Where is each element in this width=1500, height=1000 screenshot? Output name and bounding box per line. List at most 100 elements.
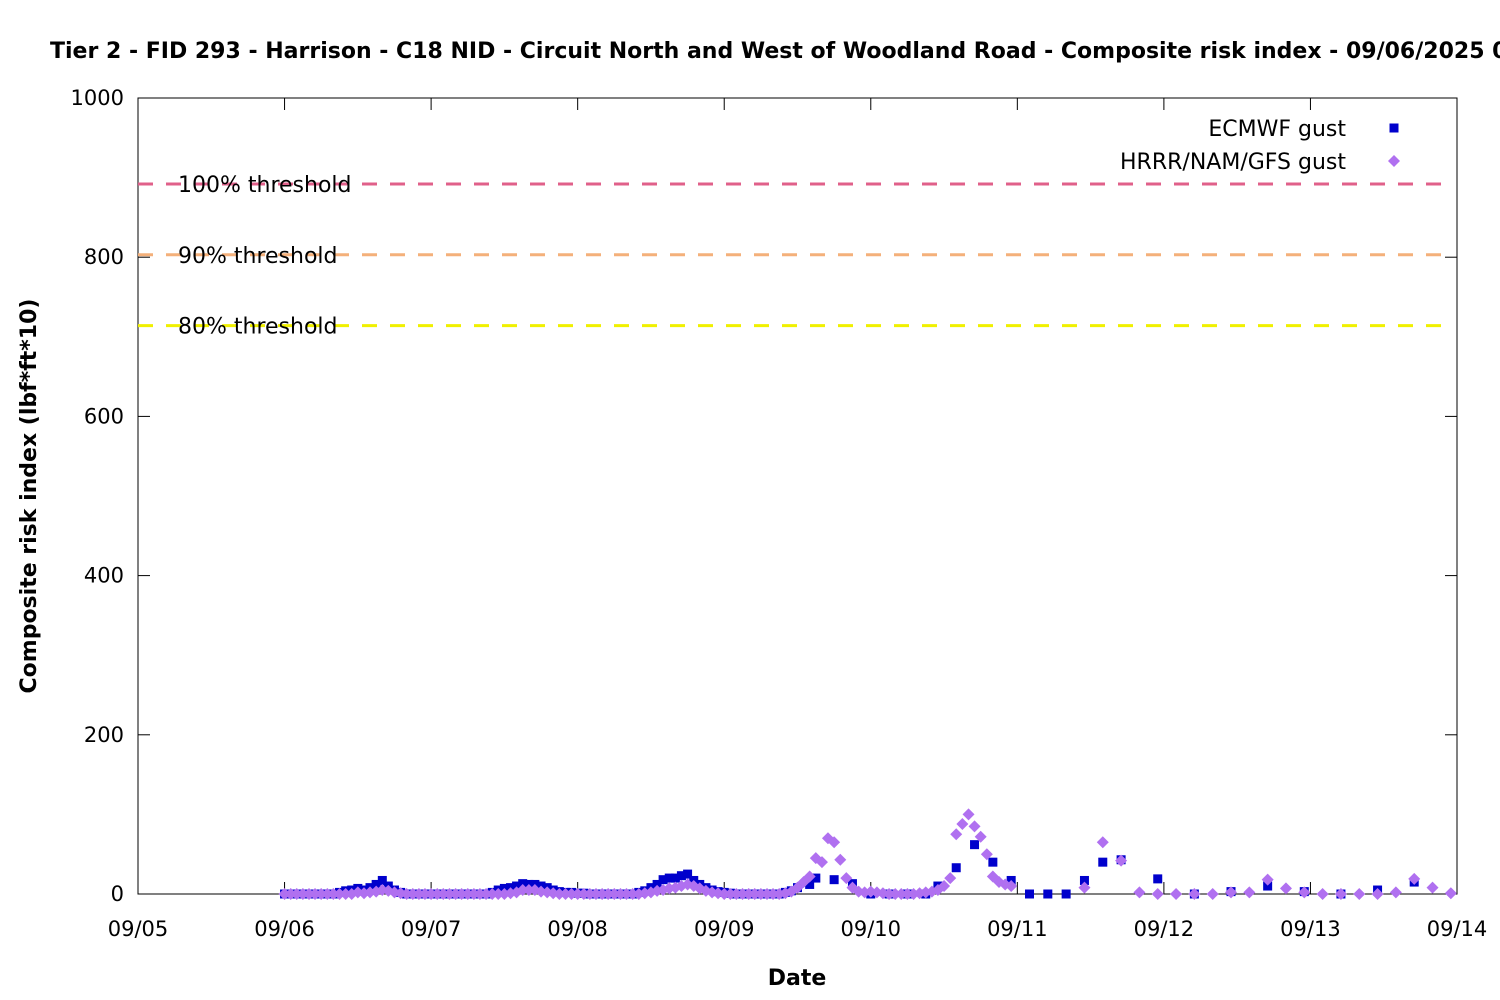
hrrr-nam-gfs-gust-point <box>620 888 633 900</box>
hrrr-nam-gfs-gust-point <box>278 888 291 900</box>
hrrr-nam-gfs-gust-point <box>980 848 993 861</box>
hrrr-nam-gfs-gust-point <box>748 888 761 900</box>
threshold-lines: 100% threshold 90% threshold 80% threshold <box>138 173 1442 340</box>
hrrr-nam-gfs-gust-point <box>730 888 743 900</box>
hrrr-nam-gfs-gust-series <box>278 808 1457 900</box>
ecmwf-gust-point <box>512 881 522 891</box>
hrrr-nam-gfs-gust-point <box>333 888 346 900</box>
x-tick-label: 09/11 <box>987 917 1048 941</box>
legend-square-marker <box>1389 123 1399 133</box>
ecmwf-gust-point <box>652 879 662 889</box>
hrrr-nam-gfs-gust-point <box>754 888 767 900</box>
hrrr-nam-gfs-gust-point <box>486 888 499 900</box>
hrrr-nam-gfs-gust-point <box>577 888 590 900</box>
hrrr-nam-gfs-gust-point <box>1151 888 1164 900</box>
hrrr-nam-gfs-gust-point <box>938 880 951 893</box>
hrrr-nam-gfs-gust-point <box>1316 888 1329 900</box>
hrrr-nam-gfs-gust-point <box>443 888 456 900</box>
hrrr-nam-gfs-gust-point <box>596 888 609 900</box>
hrrr-nam-gfs-gust-point <box>339 888 352 900</box>
hrrr-nam-gfs-gust-point <box>736 888 749 900</box>
hrrr-nam-gfs-gust-point <box>406 888 419 900</box>
hrrr-nam-gfs-gust-point <box>473 888 486 900</box>
ecmwf-gust-point <box>829 875 839 885</box>
ecmwf-gust-point <box>1079 875 1089 885</box>
hrrr-nam-gfs-gust-point <box>1298 886 1311 899</box>
hrrr-nam-gfs-gust-point <box>1243 886 1256 899</box>
hrrr-nam-gfs-gust-point <box>834 853 847 866</box>
hrrr-nam-gfs-gust-point <box>803 870 816 883</box>
plot-area-frame <box>137 97 1458 895</box>
legend: ECMWF gust HRRR/NAM/GFS gust <box>1120 117 1400 175</box>
hrrr-nam-gfs-gust-point <box>400 888 413 900</box>
hrrr-nam-gfs-gust-point <box>425 888 438 900</box>
ecmwf-gust-point <box>518 879 528 889</box>
hrrr-nam-gfs-gust-point <box>480 888 493 900</box>
hrrr-nam-gfs-gust-point <box>1188 888 1201 900</box>
hrrr-nam-gfs-gust-point <box>602 888 615 900</box>
chart-title: Tier 2 - FID 293 - Harrison - C18 NID - … <box>50 39 1500 64</box>
hrrr-nam-gfs-gust-point <box>321 888 334 900</box>
hrrr-nam-gfs-gust-point <box>1389 886 1402 899</box>
x-tick-label: 09/07 <box>401 917 462 941</box>
hrrr-nam-gfs-gust-point <box>895 888 908 900</box>
y-axis-ticks: 0 200 400 600 800 1000 <box>71 86 1457 906</box>
threshold-label: 90% threshold <box>178 244 338 269</box>
hrrr-nam-gfs-gust-point <box>1133 886 1146 899</box>
hrrr-nam-gfs-gust-point <box>962 808 975 821</box>
hrrr-nam-gfs-gust-point <box>1078 881 1091 894</box>
hrrr-nam-gfs-gust-point <box>1115 854 1128 867</box>
x-axis-ticks: 09/05 09/06 09/07 09/08 09/09 09/10 09/11 09/12… <box>108 98 1487 941</box>
y-tick-label: 0 <box>111 882 124 906</box>
hrrr-nam-gfs-gust-point <box>608 888 621 900</box>
legend-diamond-marker <box>1388 155 1400 167</box>
hrrr-nam-gfs-gust-point <box>437 888 450 900</box>
hrrr-nam-gfs-gust-point <box>614 888 627 900</box>
hrrr-nam-gfs-gust-point <box>1408 872 1421 885</box>
ecmwf-gust-point <box>951 863 961 873</box>
x-tick-label: 09/08 <box>547 917 608 941</box>
ecmwf-gust-point <box>1024 889 1034 899</box>
hrrr-nam-gfs-gust-point <box>901 888 914 900</box>
hrrr-nam-gfs-gust-point <box>968 820 981 833</box>
hrrr-nam-gfs-gust-point <box>718 888 731 900</box>
hrrr-nam-gfs-gust-point <box>284 888 297 900</box>
x-axis-label: Date <box>768 966 827 991</box>
ecmwf-gust-point <box>1043 889 1053 899</box>
hrrr-nam-gfs-gust-point <box>1279 882 1292 895</box>
hrrr-nam-gfs-gust-point <box>1353 888 1366 900</box>
x-tick-label: 09/10 <box>841 917 902 941</box>
ecmwf-gust-point <box>970 840 980 850</box>
ecmwf-gust-point <box>683 869 693 879</box>
hrrr-nam-gfs-gust-point <box>742 888 755 900</box>
hrrr-nam-gfs-gust-point <box>1206 888 1219 900</box>
hrrr-nam-gfs-gust-point <box>828 836 841 849</box>
y-tick-label: 800 <box>84 245 124 269</box>
threshold-label: 100% threshold <box>178 173 352 198</box>
hrrr-nam-gfs-gust-point <box>290 888 303 900</box>
hrrr-nam-gfs-gust-point <box>583 888 596 900</box>
x-tick-label: 09/06 <box>254 917 315 941</box>
hrrr-nam-gfs-gust-point <box>1334 888 1347 900</box>
ecmwf-gust-point <box>676 871 686 881</box>
hrrr-nam-gfs-gust-point <box>1444 887 1457 900</box>
hrrr-nam-gfs-gust-point <box>504 887 517 900</box>
hrrr-nam-gfs-gust-point <box>724 888 737 900</box>
hrrr-nam-gfs-gust-point <box>492 888 505 900</box>
hrrr-nam-gfs-gust-point <box>626 888 639 900</box>
ecmwf-gust-point <box>988 857 998 867</box>
hrrr-nam-gfs-gust-point <box>1261 873 1274 886</box>
hrrr-nam-gfs-gust-point <box>1426 881 1439 894</box>
hrrr-nam-gfs-gust-point <box>950 828 963 841</box>
x-tick-label: 09/13 <box>1280 917 1341 941</box>
y-axis-label: Composite risk index (lbf*ft*10) <box>17 299 42 694</box>
hrrr-nam-gfs-gust-point <box>1371 888 1384 900</box>
ecmwf-gust-point <box>658 875 668 885</box>
hrrr-nam-gfs-gust-point <box>589 888 602 900</box>
ecmwf-gust-point <box>1153 874 1163 884</box>
hrrr-nam-gfs-gust-point <box>1005 880 1018 893</box>
y-tick-label: 400 <box>84 564 124 588</box>
ecmwf-gust-point <box>1061 889 1071 899</box>
hrrr-nam-gfs-gust-point <box>1225 886 1238 899</box>
hrrr-nam-gfs-gust-point <box>522 884 535 897</box>
